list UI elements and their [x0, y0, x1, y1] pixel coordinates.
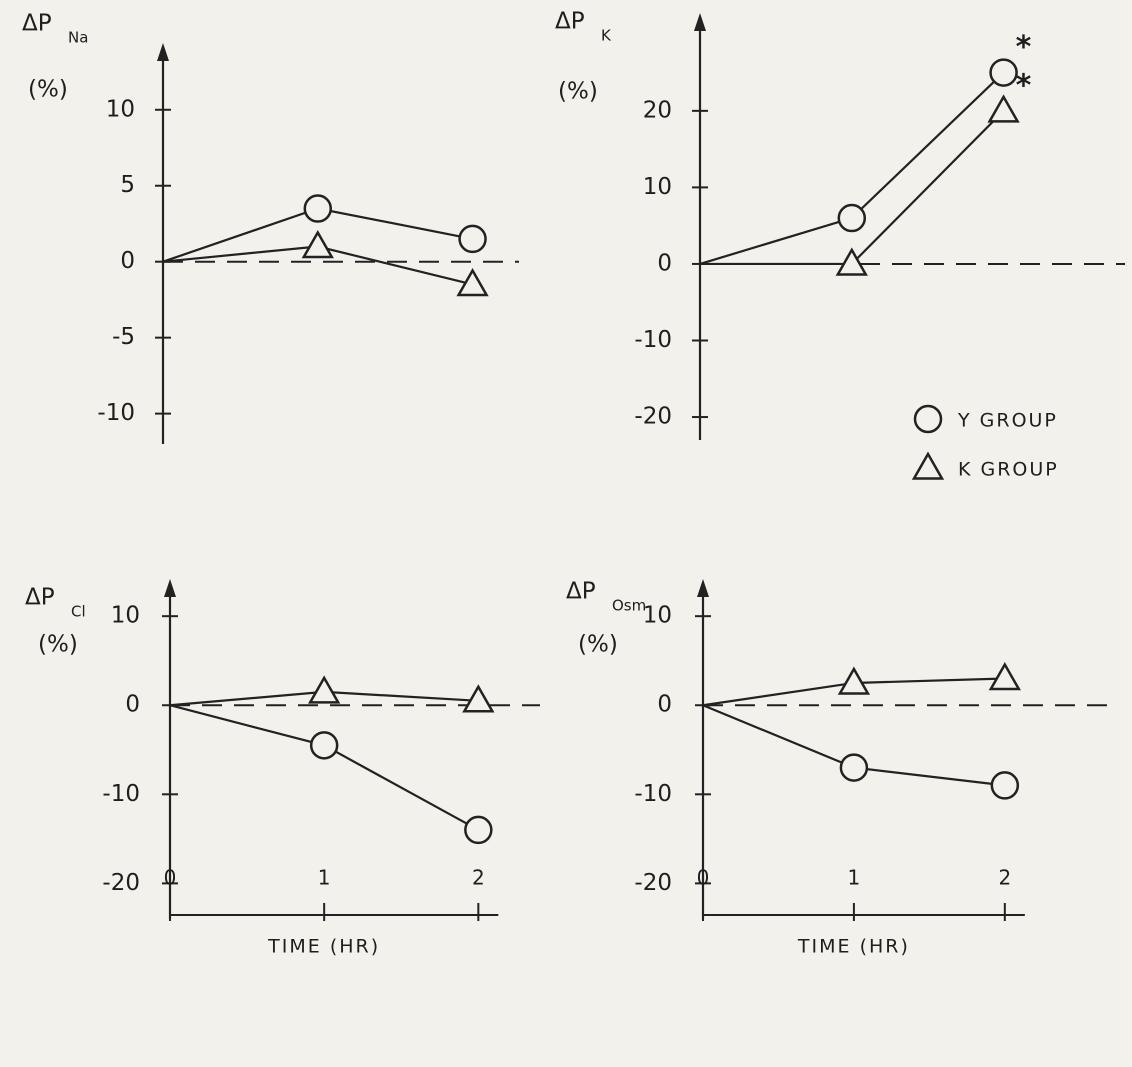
x-axis-label: TIME (HR): [267, 936, 380, 958]
circle-marker: [464, 815, 493, 845]
x-tick-label: 0: [164, 866, 177, 890]
y-tick-label: -20: [634, 870, 672, 896]
panel-title-sub: Na: [68, 29, 88, 47]
panel-title: ΔP: [555, 9, 585, 35]
legend-label: Y GROUP: [957, 410, 1058, 432]
series-line: [169, 704, 479, 831]
y-axis-arrow: [157, 43, 169, 61]
circle-marker: [913, 404, 943, 434]
triangle-marker: [988, 662, 1021, 691]
circle-marker: [309, 731, 339, 760]
y-tick-label: 10: [643, 603, 672, 629]
y-tick-label: -10: [97, 400, 135, 426]
y-axis-arrow: [694, 13, 706, 31]
y-tick-label: -10: [634, 327, 672, 353]
series-line: [700, 110, 1005, 266]
y-axis-label: (%): [28, 77, 68, 103]
triangle-marker: [301, 229, 334, 259]
circle-marker: [989, 58, 1018, 87]
x-tick-label: 1: [848, 866, 861, 890]
panel-title: ΔP: [22, 11, 52, 37]
x-tick-label: 2: [998, 866, 1011, 890]
y-axis-label: (%): [558, 79, 598, 105]
panel-title-sub: Cl: [71, 603, 86, 621]
y-tick-label: -10: [102, 781, 140, 807]
legend-label: K GROUP: [958, 459, 1059, 481]
y-tick-label: 10: [111, 603, 140, 629]
y-axis-label: (%): [38, 632, 78, 658]
y-tick-label: 5: [120, 172, 135, 198]
triangle-marker: [456, 267, 489, 297]
panel-title-sub: K: [601, 27, 612, 45]
triangle-marker: [835, 247, 868, 276]
x-axis-label: TIME (HR): [797, 936, 910, 958]
series-line: [699, 71, 1005, 265]
x-tick-label: 2: [472, 866, 485, 890]
circle-marker: [303, 194, 333, 223]
y-axis-arrow: [697, 579, 709, 597]
y-tick-label: -5: [112, 324, 135, 350]
y-tick-label: -20: [634, 404, 672, 430]
triangle-marker: [911, 451, 945, 480]
y-tick-label: -10: [634, 781, 672, 807]
circle-marker: [990, 771, 1020, 800]
x-tick-label: 1: [318, 866, 331, 890]
triangle-marker: [308, 675, 341, 704]
y-tick-label: 20: [643, 97, 672, 123]
y-tick-label: -20: [102, 870, 140, 896]
y-axis-label: (%): [578, 632, 618, 658]
circle-marker: [458, 224, 487, 254]
y-tick-label: 10: [106, 96, 135, 122]
circle-marker: [839, 753, 869, 782]
circle-marker: [837, 203, 867, 233]
y-tick-label: 0: [125, 692, 140, 718]
y-tick-label: 10: [643, 174, 672, 200]
triangle-marker: [462, 684, 495, 713]
x-tick-label: 0: [697, 866, 710, 890]
panel-title: ΔP: [25, 585, 55, 611]
annotation: *: [1016, 30, 1032, 65]
y-tick-label: 0: [120, 248, 135, 274]
panel-title-sub: Osm: [612, 597, 646, 615]
y-axis-arrow: [164, 579, 176, 597]
annotation: *: [1016, 68, 1032, 103]
y-tick-label: 0: [657, 250, 672, 276]
triangle-marker: [987, 94, 1020, 123]
triangle-marker: [837, 666, 871, 695]
y-tick-label: 0: [657, 692, 672, 718]
panel-title: ΔP: [566, 579, 596, 605]
